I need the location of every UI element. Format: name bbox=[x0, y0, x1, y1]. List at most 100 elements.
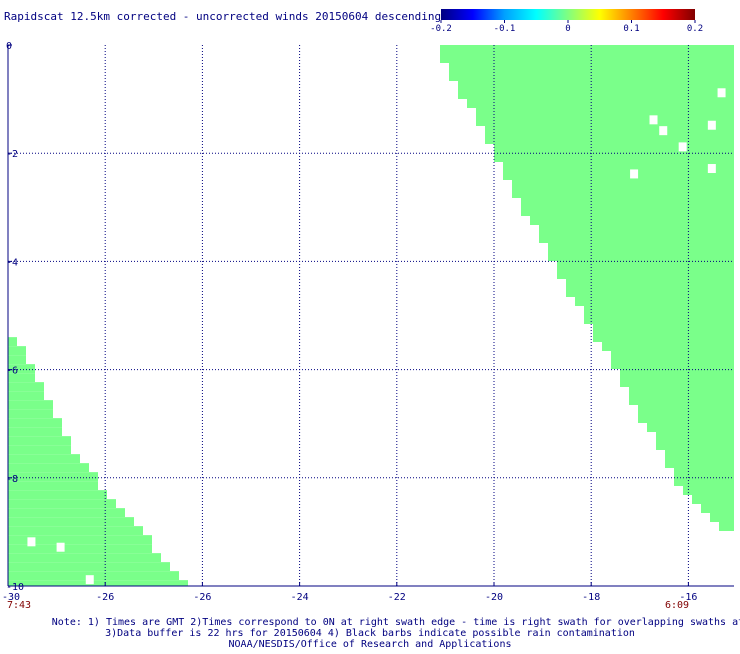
x-tick-label: -20 bbox=[485, 592, 503, 603]
swath-row bbox=[440, 54, 734, 63]
swath-row bbox=[674, 468, 734, 477]
swath-row bbox=[8, 355, 26, 365]
swath-row bbox=[521, 198, 734, 207]
swath-row bbox=[8, 553, 161, 563]
swath-row bbox=[458, 81, 734, 90]
y-tick-label: -10 bbox=[6, 582, 24, 593]
swath-row bbox=[656, 441, 734, 450]
swath-row bbox=[8, 490, 107, 500]
swath-row bbox=[8, 346, 26, 356]
swath-row bbox=[8, 535, 152, 545]
y-tick-label: -6 bbox=[6, 366, 18, 377]
swath-row bbox=[8, 418, 62, 428]
y-tick-label: -4 bbox=[6, 257, 18, 268]
swath-row bbox=[566, 279, 734, 288]
swath-row bbox=[611, 351, 734, 360]
y-tick-label: -8 bbox=[6, 474, 18, 485]
swath-row bbox=[593, 333, 734, 342]
swath-row bbox=[584, 315, 734, 324]
swath-row bbox=[476, 108, 734, 117]
colorbar-tick-label: 0 bbox=[565, 24, 570, 34]
data-gap bbox=[678, 142, 687, 152]
data-gap bbox=[649, 115, 658, 125]
swath-row bbox=[8, 562, 170, 572]
swath-row bbox=[548, 243, 734, 252]
swath-row bbox=[584, 306, 734, 315]
x-tick-label: -22 bbox=[388, 592, 406, 603]
swath-row bbox=[638, 405, 734, 414]
swath-row bbox=[674, 477, 734, 486]
swath-row bbox=[449, 63, 734, 72]
data-gap bbox=[630, 169, 639, 179]
swath-row bbox=[8, 400, 53, 410]
swath-row bbox=[494, 153, 734, 162]
time-label-left: 7:43 bbox=[7, 600, 31, 611]
colorbar-tick-label: -0.2 bbox=[430, 24, 452, 34]
swath-row bbox=[620, 369, 734, 378]
swath-row bbox=[8, 508, 125, 518]
swath-row bbox=[8, 436, 71, 446]
swath-row bbox=[8, 580, 188, 586]
colorbar-gradient bbox=[441, 9, 695, 20]
swath-row bbox=[8, 391, 44, 401]
x-tick-label: -26 bbox=[96, 592, 114, 603]
swath-row bbox=[620, 378, 734, 387]
data-gap bbox=[707, 120, 716, 130]
y-tick-label: 0 bbox=[6, 41, 12, 52]
data-gap bbox=[659, 126, 668, 136]
swath-row bbox=[8, 445, 71, 455]
chart-title: Rapidscat 12.5km corrected - uncorrected… bbox=[4, 10, 441, 23]
swath-row bbox=[557, 261, 734, 270]
swath-row bbox=[629, 387, 734, 396]
swath-row bbox=[665, 459, 734, 468]
swath-row bbox=[602, 342, 734, 351]
data-gap bbox=[707, 164, 716, 174]
swath-row bbox=[521, 207, 734, 216]
data-gap bbox=[85, 575, 94, 585]
swath-row bbox=[503, 171, 734, 180]
swath-row bbox=[701, 504, 734, 513]
swath-row bbox=[647, 423, 734, 432]
swath-row bbox=[476, 117, 734, 126]
x-tick-label: -24 bbox=[291, 592, 309, 603]
swath-row bbox=[575, 297, 734, 306]
swath-row bbox=[710, 513, 734, 522]
swath-row bbox=[692, 495, 734, 504]
swath-row bbox=[719, 522, 734, 531]
plot-area: 0 -2 -4 -6 -8 -10-30 -26 -26 -24 -22 -20 -18 -16 bbox=[2, 41, 734, 603]
x-tick-label: -26 bbox=[193, 592, 211, 603]
note-line-1: Note: 1) Times are GMT 2)Times correspon… bbox=[52, 617, 740, 628]
swath-row bbox=[494, 144, 734, 153]
swath-row bbox=[593, 324, 734, 333]
swath-row bbox=[485, 135, 734, 144]
swath-row bbox=[548, 252, 734, 261]
swath-row bbox=[611, 360, 734, 369]
colorbar: -0.2 -0.1 0 0.1 0.2 bbox=[430, 9, 703, 34]
swath-row bbox=[8, 517, 134, 527]
data-gap bbox=[27, 537, 36, 547]
swath-row bbox=[539, 234, 734, 243]
swath-row bbox=[656, 432, 734, 441]
y-tick-label: -2 bbox=[6, 149, 18, 160]
swath-row bbox=[8, 337, 17, 347]
x-tick-label: -16 bbox=[679, 592, 697, 603]
swath-row bbox=[8, 364, 35, 374]
x-tick-label: -18 bbox=[582, 592, 600, 603]
swath-row bbox=[503, 162, 734, 171]
swath-row bbox=[8, 481, 98, 491]
swath-row bbox=[8, 526, 143, 536]
swath-row bbox=[8, 499, 116, 509]
swath-row bbox=[467, 99, 734, 108]
swath-row bbox=[458, 90, 734, 99]
swath-row bbox=[530, 216, 734, 225]
note-line-3: NOAA/NESDIS/Office of Research and Appli… bbox=[229, 639, 512, 650]
data-gap bbox=[56, 542, 65, 552]
swath-row bbox=[8, 463, 89, 473]
colorbar-tick-label: 0.2 bbox=[687, 24, 703, 34]
swath-row bbox=[8, 373, 35, 383]
swath-row bbox=[8, 454, 80, 464]
swath-row bbox=[629, 396, 734, 405]
note-line-2: 3)Data buffer is 22 hrs for 20150604 4) … bbox=[105, 628, 635, 639]
